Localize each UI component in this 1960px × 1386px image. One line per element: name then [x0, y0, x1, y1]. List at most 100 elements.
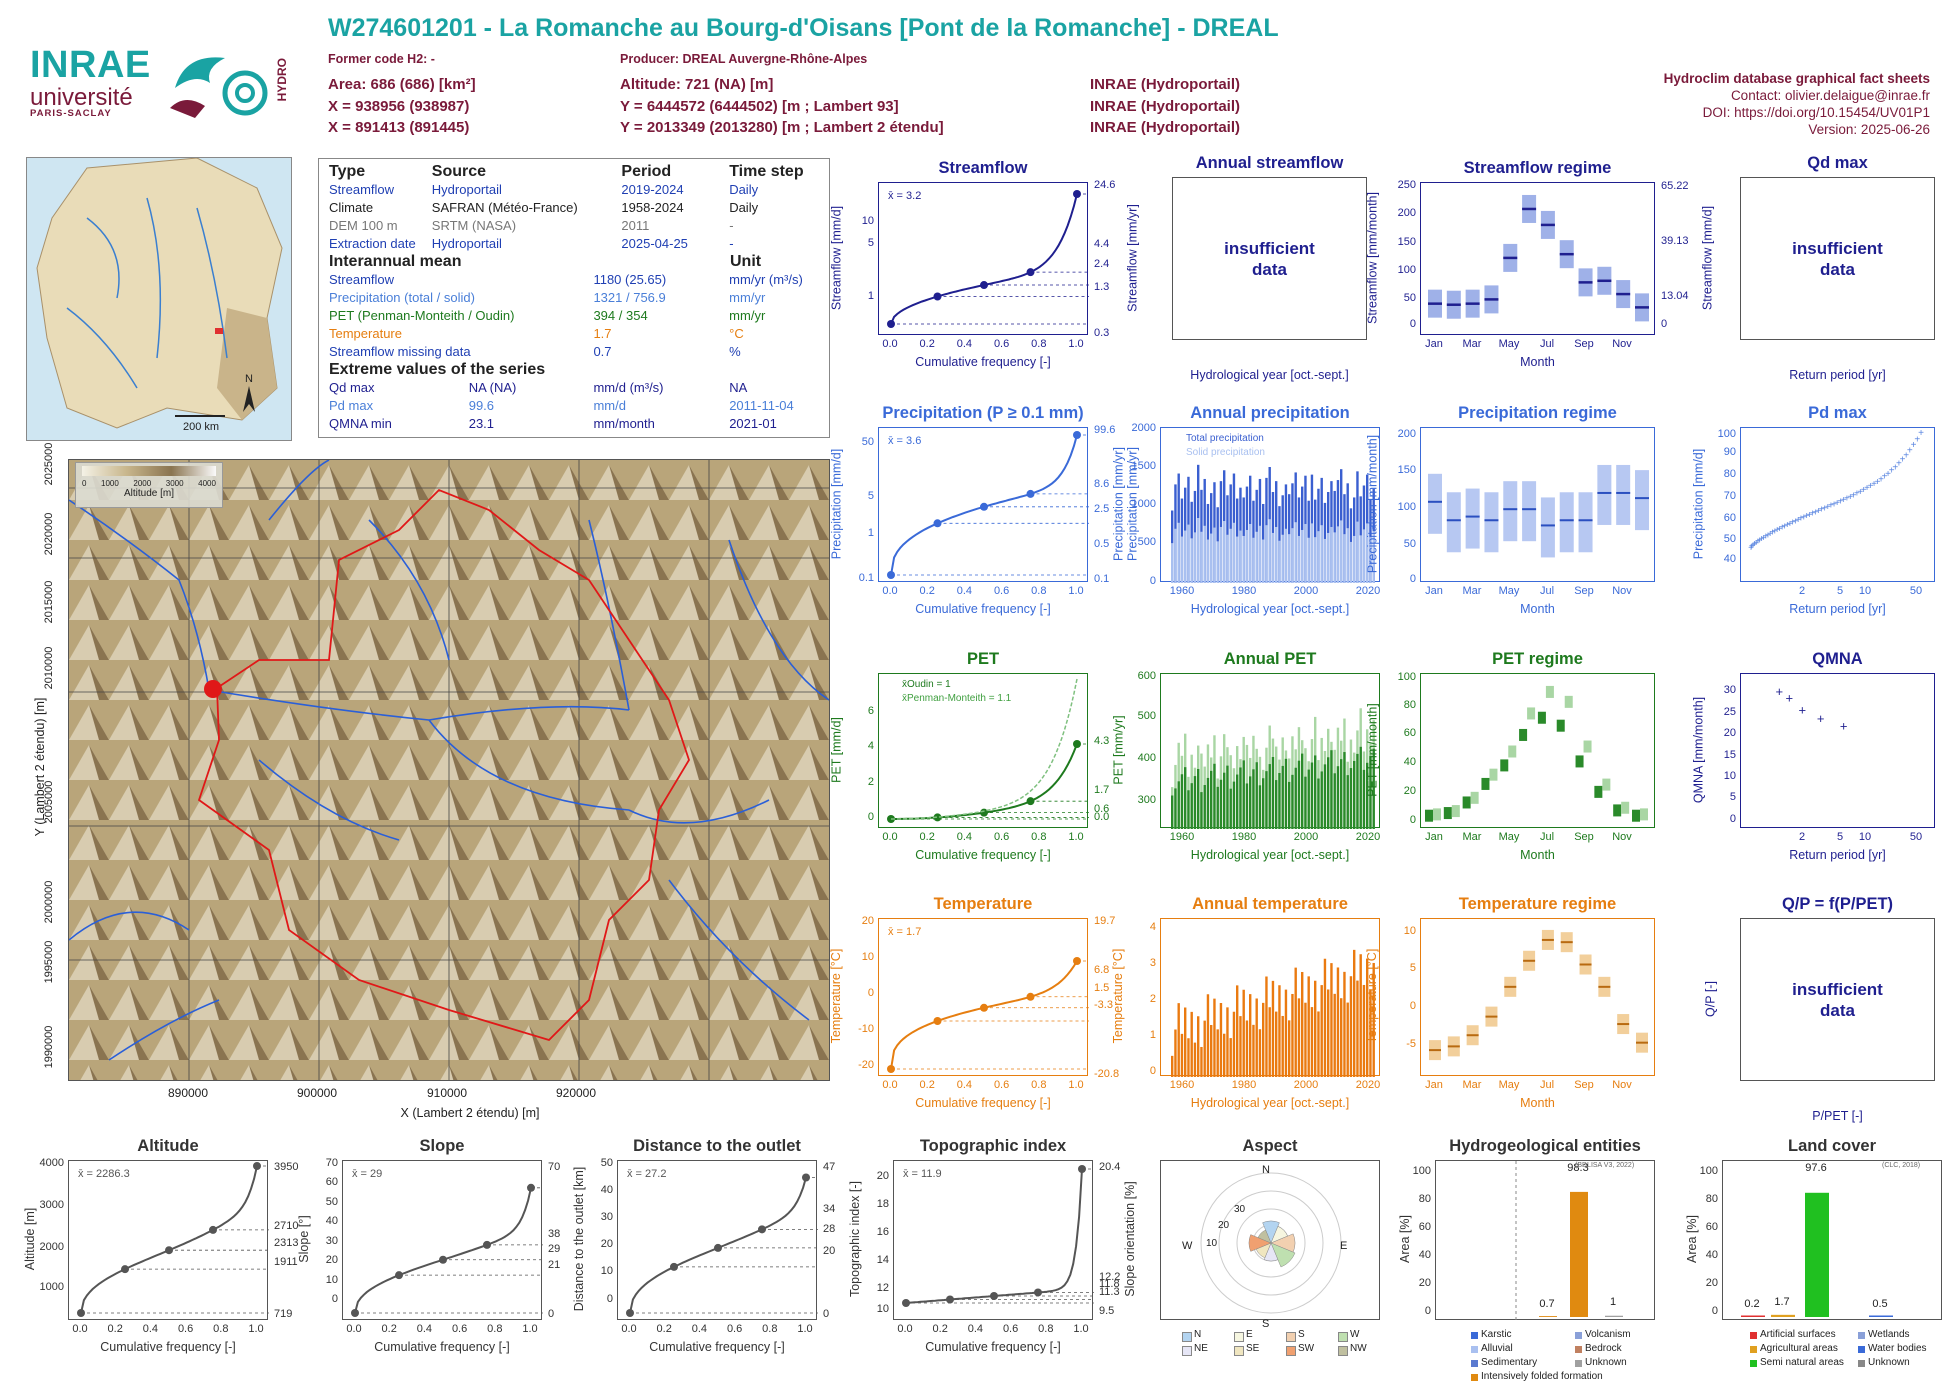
- pdmax-point: +: [1885, 469, 1891, 480]
- annual-temp-bar: [1210, 1024, 1213, 1077]
- topo-ytick: 10: [876, 1303, 889, 1315]
- aspect-plot-area: [1160, 1160, 1380, 1320]
- regime-box: [1616, 464, 1631, 525]
- streamflow_regime-rtick: 65.22: [1661, 180, 1689, 192]
- source-cell-period: 2025-04-25: [621, 236, 688, 251]
- annual_precip-plot-area: [1160, 427, 1380, 583]
- landcover-legend-label: Wetlands: [1868, 1329, 1910, 1340]
- slope-rtick: 0: [548, 1308, 555, 1320]
- streamflow_regime-xtick: Mar: [1462, 338, 1482, 350]
- hydrogeo-svg: [1515, 1161, 1623, 1321]
- precip-xtick: 0.0: [882, 585, 898, 597]
- annual-oudin-bar: [1177, 781, 1180, 829]
- annual_precip-svg: [1171, 464, 1375, 583]
- annual_precip-ytick: 1500: [1131, 460, 1156, 472]
- distance-ytick: 30: [600, 1211, 613, 1223]
- landcover-svg: [1741, 1192, 1893, 1317]
- pet-ytick: 0: [867, 811, 874, 823]
- streamflow_regime-xlabel: Month: [1520, 355, 1555, 369]
- qp-plot-area: [1740, 918, 1935, 1081]
- precip-rtick: 0.5: [1094, 538, 1110, 550]
- annual-oudin-bar: [1271, 756, 1275, 829]
- annual-solid-bar: [1255, 531, 1258, 583]
- altitude-legend-tick: 4000: [198, 479, 216, 488]
- annual-solid-bar: [1177, 522, 1180, 583]
- temp-xtick: 1.0: [1068, 1079, 1084, 1091]
- temp_regime-xtick: Nov: [1612, 1079, 1632, 1091]
- catchment-map: 0 1000 2000 3000 4000 Altitude [m]: [68, 459, 830, 1081]
- slope-xtick: 0.0: [346, 1323, 362, 1335]
- river-network: [69, 460, 829, 1061]
- regime-box: [1602, 778, 1611, 791]
- annual-temp-bar: [1190, 1011, 1193, 1077]
- annual-solid-bar: [1304, 523, 1307, 583]
- topo-ytick: 16: [876, 1226, 889, 1238]
- annual_streamflow-plot-area: [1172, 177, 1367, 340]
- annual-temp-bar: [1340, 998, 1343, 1077]
- distance-xtick: 0.6: [726, 1323, 743, 1335]
- distance-title: Distance to the outlet: [633, 1137, 801, 1155]
- annual-solid-bar: [1232, 522, 1236, 583]
- extreme-cell-label: Pd max: [329, 398, 374, 413]
- pdmax-point: +: [1792, 516, 1798, 527]
- source-1: INRAE (Hydroportail): [1090, 76, 1240, 93]
- aspect-legend-swatch: [1338, 1332, 1348, 1342]
- aspect-dir-label: W: [1182, 1240, 1193, 1252]
- slope-ytick: 60: [325, 1176, 338, 1188]
- pdmax-point: +: [1801, 512, 1807, 523]
- hydrogeo-legend-label: Karstic: [1481, 1329, 1512, 1340]
- annual-temp-bar: [1310, 1007, 1314, 1077]
- annual-temp-bar: [1223, 1033, 1226, 1077]
- pdmax-point: +: [1753, 538, 1759, 549]
- pet-ytick: 2: [867, 776, 874, 788]
- landcover-ytick: 60: [1705, 1221, 1718, 1233]
- annual-temp-bar: [1271, 980, 1275, 1077]
- annual-solid-bar: [1284, 528, 1288, 583]
- annual-solid-bar: [1200, 531, 1203, 583]
- regime-box: [1613, 804, 1622, 817]
- qmna-ytick: 30: [1723, 684, 1736, 696]
- interannual-header: Interannual mean Unit: [329, 253, 819, 271]
- streamflow_regime-xtick: Jan: [1425, 338, 1443, 350]
- hydrogeo-legend-swatch: [1471, 1374, 1478, 1381]
- streamflow-title: Streamflow: [938, 159, 1028, 177]
- distance-ytick: 0: [606, 1293, 613, 1305]
- annual-oudin-bar: [1249, 776, 1252, 829]
- y-lambert2: Y = 2013349 (2013280) [m ; Lambert 2 éte…: [620, 119, 944, 136]
- annual-temp-bar: [1200, 1046, 1203, 1077]
- map-scale: 200 km: [183, 421, 220, 433]
- altitude-xtick: 0.8: [213, 1323, 229, 1335]
- qmna-point: +: [1799, 703, 1807, 718]
- pet-xtick: 0.6: [993, 831, 1010, 843]
- extreme-cell-v3: 2011-11-04: [729, 398, 794, 413]
- pdmax-point: +: [1772, 526, 1778, 537]
- annual-oudin-bar: [1340, 759, 1343, 829]
- temp-xtick: 0.6: [993, 1079, 1010, 1091]
- map-ytick: 1995000: [43, 940, 55, 984]
- pet-xtick: 0.0: [882, 831, 898, 843]
- annual_temp-xtick: 2020: [1355, 1079, 1381, 1091]
- topo-rtick: 9.5: [1099, 1305, 1115, 1317]
- temp-ytick: 10: [861, 951, 874, 963]
- topo-plot-area: [893, 1160, 1094, 1320]
- qd_max-xlabel: Return period [yr]: [1789, 368, 1886, 382]
- streamflow-xtick: 0.0: [882, 338, 898, 350]
- pet-xlabel: Cumulative frequency [-]: [915, 848, 1051, 862]
- annual-oudin-bar: [1200, 792, 1203, 829]
- regime-box: [1428, 473, 1442, 534]
- precip_regime-xtick: Mar: [1462, 585, 1482, 597]
- annual-temp-bar: [1255, 998, 1258, 1077]
- precip_regime-ytick: 0: [1409, 573, 1416, 585]
- annual-oudin-bar: [1369, 755, 1372, 829]
- hydrogeo-bar: [1570, 1191, 1588, 1317]
- annual_pet-ytick: 600: [1137, 670, 1156, 682]
- extreme-cell-v1: NA (NA): [468, 380, 517, 395]
- regime-box: [1519, 728, 1528, 741]
- slope-xtick: 0.6: [451, 1323, 468, 1335]
- precip_regime-xlabel: Month: [1520, 602, 1555, 616]
- annual_temp-svg: [1171, 949, 1375, 1077]
- annual-oudin-bar: [1366, 762, 1369, 829]
- hydrogeo-source: (BDLISA V3, 2022): [1575, 1162, 1635, 1169]
- topo-ytick: 14: [876, 1254, 889, 1266]
- pet-legend-pm: x̄Penman-Monteith = 1.1: [902, 693, 1012, 704]
